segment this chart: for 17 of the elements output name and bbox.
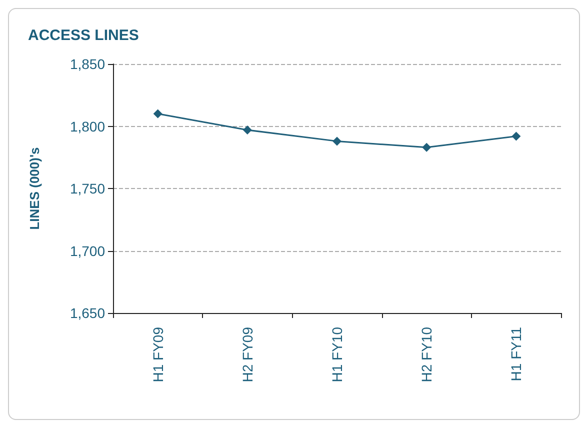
- y-tick-label: 1,800: [70, 118, 106, 134]
- x-tick-label: H1 FY11: [508, 326, 524, 382]
- point: [512, 132, 521, 141]
- y-tick-label: 1,850: [70, 56, 106, 72]
- y-tick-label: 1,650: [70, 305, 106, 321]
- x-tick-label: H2 FY09: [239, 326, 256, 382]
- y-tick-label: 1,700: [70, 242, 106, 259]
- point: [153, 109, 162, 118]
- point: [422, 142, 432, 152]
- y-tick-label: 1,750: [70, 180, 106, 196]
- x-tick-label: H2 FY10: [418, 326, 435, 382]
- point: [242, 125, 252, 134]
- point: [332, 136, 342, 146]
- x-tick-label: H1 FY10: [329, 326, 345, 382]
- chart-title: ACCESS LINES: [28, 27, 139, 44]
- y-axis-title: LINES (000)'s: [27, 147, 42, 230]
- x-tick-label: H1 FY09: [150, 326, 166, 382]
